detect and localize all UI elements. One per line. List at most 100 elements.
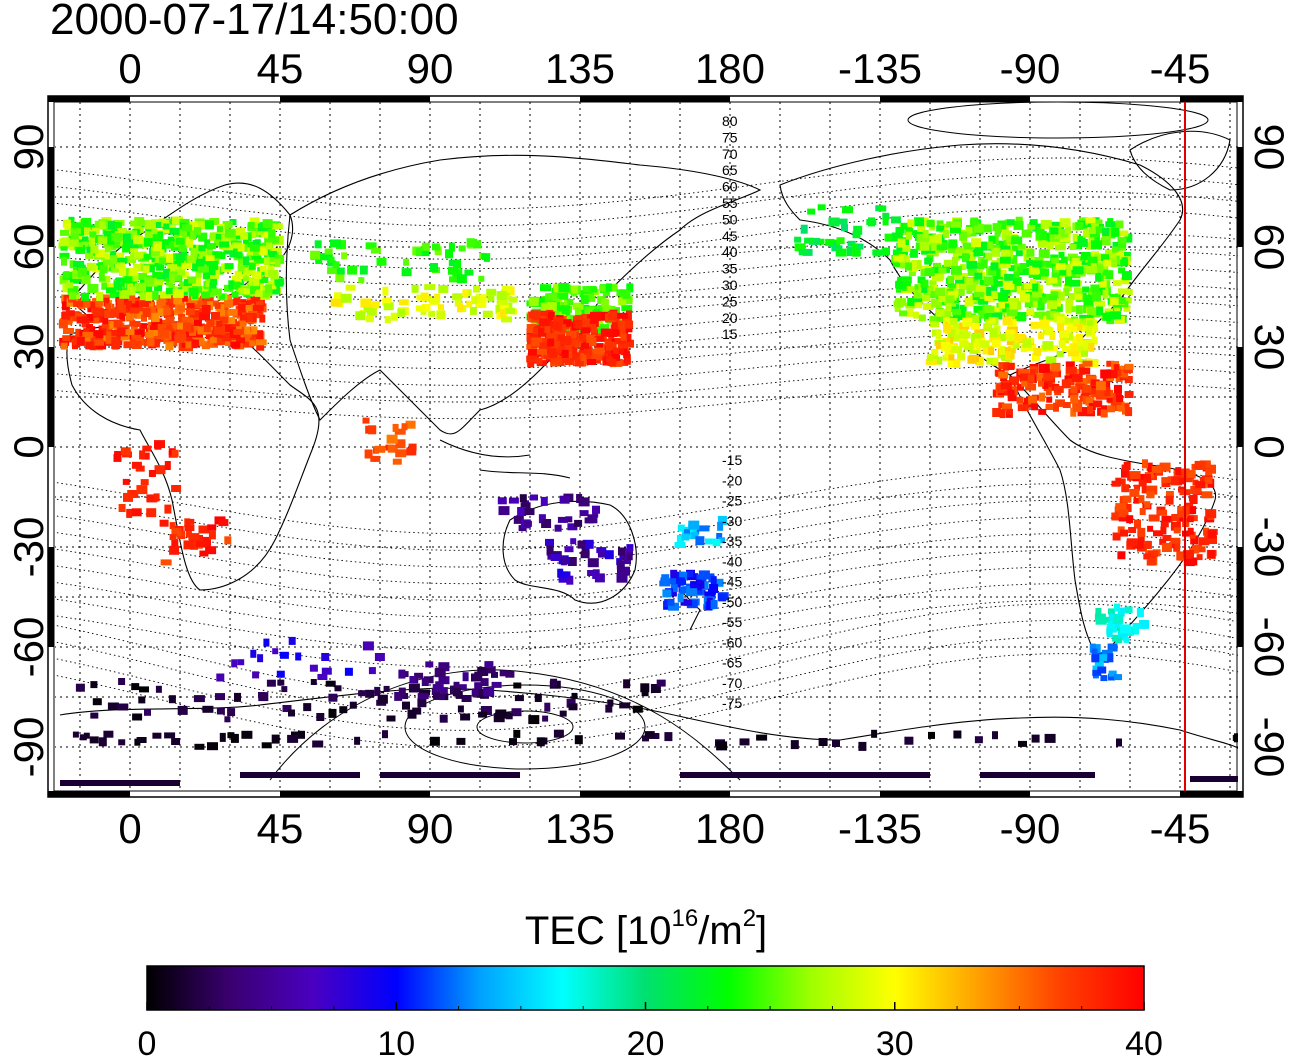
tec-cell (171, 539, 179, 547)
tec-cell (1014, 333, 1026, 342)
tec-cell (582, 539, 594, 549)
tec-cell (354, 736, 361, 745)
contour-label: 75 (722, 129, 738, 145)
border-segment (48, 96, 130, 102)
tec-cell (641, 688, 649, 697)
tec-cell (553, 310, 560, 318)
tec-cell (581, 343, 589, 351)
tec-cell (847, 240, 856, 247)
tec-cell (1013, 220, 1024, 230)
tec-cell (922, 303, 934, 310)
tec-cell (662, 589, 672, 598)
tec-cell (230, 341, 241, 348)
tec-cell (1069, 279, 1081, 287)
tec-cell (1077, 407, 1088, 417)
tec-cell (480, 294, 487, 302)
tec-cell (587, 359, 596, 365)
tec-cell (1153, 530, 1163, 537)
tec-cell (956, 247, 965, 254)
tec-cell (90, 245, 99, 254)
tec-cell (1123, 636, 1130, 643)
tec-cell (924, 268, 935, 277)
tec-cell (718, 537, 726, 544)
tec-cell (890, 216, 901, 224)
tec-cell (569, 352, 581, 361)
tec-cell (1116, 401, 1125, 411)
tec-cell (142, 308, 151, 318)
tec-cell (966, 281, 978, 291)
tec-cell (249, 244, 260, 252)
tec-cell (126, 508, 133, 518)
tec-cell (625, 339, 634, 348)
tec-cell (72, 341, 78, 350)
tec-cell (224, 263, 234, 270)
tec-cell (540, 496, 548, 506)
tec-cell (536, 737, 545, 747)
tec-cell (899, 245, 911, 252)
tec-cell (1201, 491, 1213, 499)
tec-cell (1113, 250, 1124, 258)
axis-ticks: 0045459090135135180180-135-135-90-90-45-… (5, 45, 1292, 852)
tec-cell (511, 708, 522, 717)
tec-cell (1072, 293, 1083, 301)
tec-cell (695, 579, 702, 587)
tec-cell (680, 572, 692, 580)
tec-cell (63, 271, 70, 279)
tec-cell (1189, 531, 1196, 539)
tec-cell (1122, 495, 1132, 503)
tec-cell (1101, 254, 1109, 262)
tec-cell (1124, 606, 1133, 614)
tec-cell (213, 338, 225, 346)
tec-cell (328, 708, 337, 718)
tec-cell (139, 686, 149, 693)
tec-cell (1085, 217, 1096, 224)
tec-cell (1161, 477, 1173, 484)
tec-cell (1115, 621, 1123, 628)
tec-cell (89, 237, 95, 247)
tec-cell (1159, 538, 1167, 545)
tec-cell (940, 341, 950, 351)
tec-cell (974, 736, 983, 744)
lat-tick-label-right: -30 (1246, 517, 1292, 578)
lat-tick-label-right: -90 (1246, 717, 1292, 778)
tec-cell (1182, 530, 1193, 537)
tec-cell (497, 497, 507, 505)
tec-cell (131, 247, 138, 256)
tec-cell (980, 340, 990, 348)
tec-cell (1187, 527, 1194, 535)
tec-cell (1017, 404, 1029, 412)
tec-cell (277, 679, 285, 686)
tec-cell (79, 227, 91, 236)
tec-cell (1121, 271, 1132, 281)
tec-cell (417, 698, 427, 708)
tec-cell (246, 282, 253, 290)
tec-cell (132, 713, 143, 721)
tec-cell (1137, 527, 1146, 537)
tec-cell (203, 272, 211, 279)
tec-cell (60, 342, 68, 350)
tec-cell (105, 335, 117, 344)
tec-cell (274, 258, 281, 267)
tec-cell (478, 275, 485, 282)
tec-cell (386, 434, 398, 444)
tec-cell (113, 319, 123, 328)
tec-cell (158, 249, 165, 257)
tec-cell (1033, 348, 1042, 356)
tec-cell (144, 285, 153, 294)
tec-cell (116, 312, 124, 319)
tec-cell (546, 545, 554, 555)
tec-cell (259, 314, 266, 323)
contour-label: 70 (722, 146, 738, 162)
tec-cell (1113, 389, 1122, 397)
tec-cell (1000, 382, 1012, 390)
contour-label: -20 (722, 472, 742, 488)
coastline (1009, 374, 1217, 661)
border-segment (48, 147, 54, 247)
tec-cell (1017, 383, 1024, 391)
tec-cell (1046, 396, 1053, 403)
tec-cell (577, 540, 586, 549)
tec-cell (185, 518, 195, 525)
tec-cell (1032, 298, 1042, 308)
tec-cell (936, 225, 945, 232)
tec-cell (1177, 510, 1188, 518)
